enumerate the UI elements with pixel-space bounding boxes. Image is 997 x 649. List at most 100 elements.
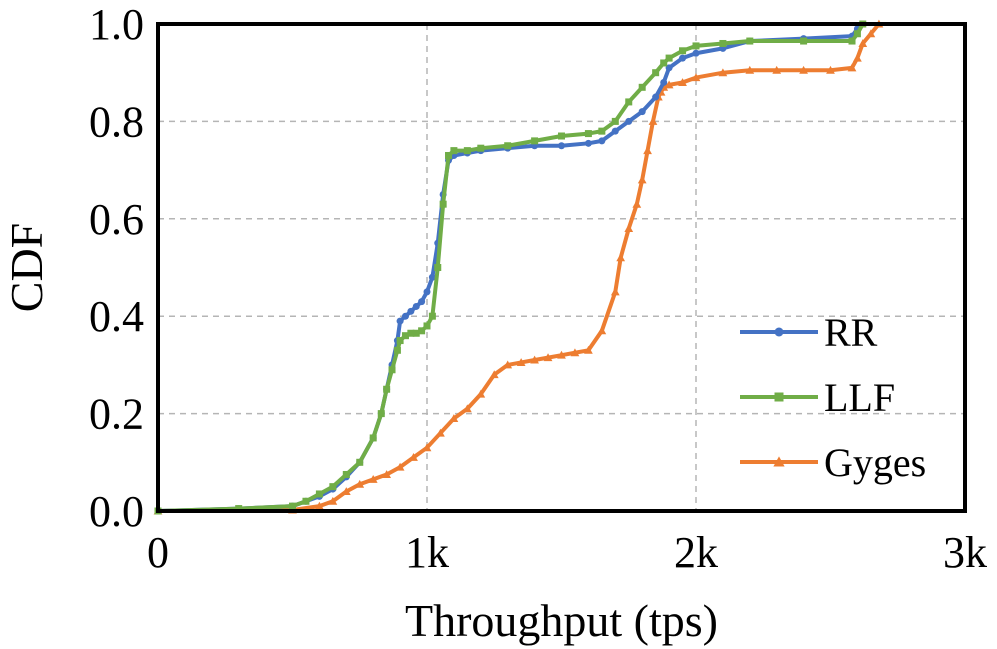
data-point <box>422 443 432 452</box>
data-point <box>396 337 404 345</box>
data-point <box>616 253 626 262</box>
data-point <box>315 501 324 510</box>
data-point <box>643 146 652 155</box>
data-point <box>342 470 350 478</box>
data-point <box>660 78 668 86</box>
data-point <box>407 307 415 315</box>
data-point <box>328 496 338 505</box>
y-tick-label: 0.6 <box>89 195 144 244</box>
legend-item-llf: LLF <box>740 375 895 420</box>
data-point <box>504 142 512 150</box>
data-point <box>665 64 673 72</box>
data-point <box>489 370 499 379</box>
data-point <box>692 49 700 57</box>
data-point <box>369 434 377 442</box>
data-point <box>745 65 755 74</box>
data-point <box>679 54 687 62</box>
data-point <box>848 37 856 45</box>
legend-label: LLF <box>824 375 895 420</box>
data-point <box>401 332 409 340</box>
data-point <box>597 326 607 335</box>
data-point <box>866 29 876 38</box>
data-point <box>718 68 728 77</box>
data-point <box>584 139 592 147</box>
data-point <box>315 490 323 498</box>
data-point <box>388 366 396 374</box>
legend-marker <box>774 392 784 402</box>
legend-label: Gyges <box>824 440 926 485</box>
y-tick-label: 0.4 <box>89 292 144 341</box>
data-point <box>439 200 447 208</box>
data-point <box>637 175 647 184</box>
legend-item-gyges: Gyges <box>740 440 926 485</box>
data-point <box>423 322 431 330</box>
legend-label: RR <box>824 310 878 355</box>
data-point <box>799 65 808 74</box>
data-point <box>652 69 660 77</box>
data-point <box>584 130 592 138</box>
data-point <box>382 470 392 478</box>
data-point <box>302 497 310 505</box>
plot-frame <box>156 22 967 513</box>
data-point <box>638 83 646 91</box>
data-point <box>503 360 513 369</box>
axis-ticks: 0.0 0.2 0.4 0.6 0.8 1.0 0 1k 2k 3k <box>89 0 987 577</box>
data-point <box>355 479 365 488</box>
data-point <box>664 80 674 89</box>
series-line <box>157 22 865 513</box>
data-point <box>383 385 391 393</box>
x-tick-label: 2k <box>674 528 718 577</box>
data-point <box>558 132 565 140</box>
data-point <box>530 355 539 364</box>
data-point <box>625 117 633 125</box>
data-point <box>418 327 426 335</box>
legend-marker <box>773 456 785 467</box>
data-point <box>557 350 566 359</box>
y-tick-label: 0.2 <box>89 390 144 439</box>
data-point <box>665 54 673 62</box>
data-point <box>395 462 405 471</box>
data-point <box>853 30 861 38</box>
data-point <box>289 502 296 510</box>
data-point <box>462 404 472 413</box>
data-point <box>584 345 593 354</box>
data-point <box>611 117 619 125</box>
data-point <box>477 144 485 152</box>
series-lines <box>153 19 884 515</box>
data-point <box>570 348 580 357</box>
data-point <box>598 137 606 145</box>
series-llf <box>154 20 867 515</box>
data-point <box>412 329 420 337</box>
data-point <box>853 53 862 62</box>
data-point <box>847 63 857 72</box>
data-point <box>543 353 553 362</box>
data-point <box>746 37 754 45</box>
data-point <box>428 273 436 281</box>
data-point <box>858 39 868 47</box>
y-tick-label: 0.8 <box>89 97 144 146</box>
data-point <box>660 59 668 67</box>
x-axis-title: Throughput (tps) <box>405 595 718 646</box>
data-point <box>393 346 401 354</box>
legend-marker <box>774 327 784 337</box>
series-gyges <box>153 19 884 515</box>
data-point <box>450 147 458 155</box>
data-point <box>691 73 701 82</box>
data-point <box>648 117 658 125</box>
data-point <box>377 410 385 418</box>
data-point <box>632 199 642 208</box>
y-axis-title: CDF <box>1 223 52 312</box>
data-point <box>638 108 646 116</box>
data-point <box>652 93 660 101</box>
data-point <box>463 147 471 155</box>
x-tick-label: 1k <box>405 528 449 577</box>
data-point <box>407 329 415 337</box>
data-point <box>329 483 337 491</box>
y-tick-label: 1.0 <box>89 0 144 49</box>
data-point <box>516 358 526 366</box>
data-point <box>445 151 453 159</box>
data-point <box>409 453 418 461</box>
data-point <box>356 458 364 466</box>
x-tick-label: 0 <box>147 528 169 577</box>
